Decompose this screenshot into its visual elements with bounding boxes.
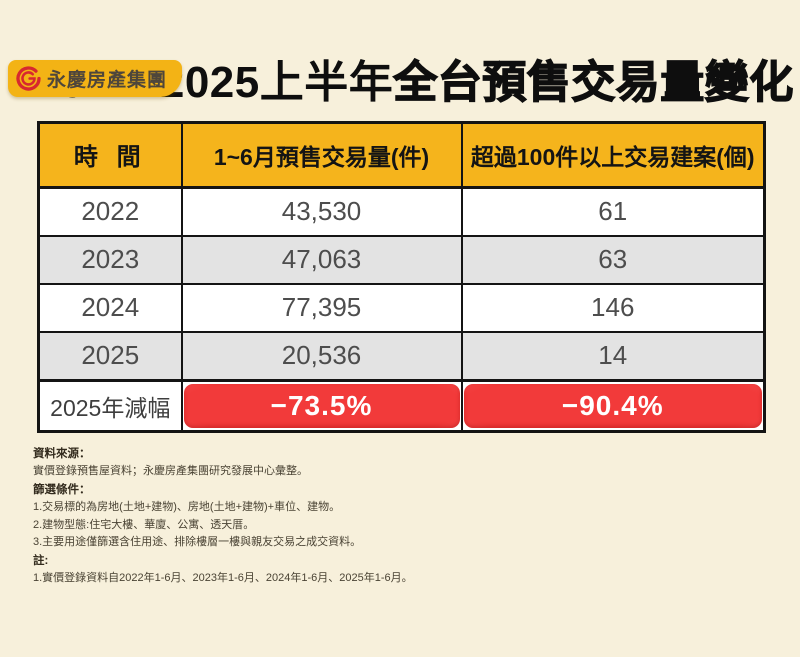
note-label: 註: bbox=[33, 554, 49, 567]
header-time: 時 間 bbox=[37, 121, 183, 189]
filter-label: 篩選條件： bbox=[33, 483, 91, 496]
presale-volume-table: 時 間 1~6月預售交易量(件) 超過100件以上交易建案(個) 2022 43… bbox=[37, 120, 766, 433]
source-label: 資料來源： bbox=[33, 447, 91, 460]
note-item: 1.實價登錄資料自2022年1-6月、2023年1-6月、2024年1-6月、2… bbox=[33, 572, 413, 585]
cell-projects: 63 bbox=[460, 234, 766, 285]
summary-volume-cell: −73.5% bbox=[180, 378, 463, 433]
filter-item: 3.主要用途僅篩選含住用途、排除樓層一樓與親友交易之成交資料。 bbox=[33, 536, 362, 549]
source-text: 實價登錄預售屋資料；永慶房產集團研究發展中心彙整。 bbox=[33, 465, 308, 478]
table-body: 2022 43,530 61 2023 47,063 63 2024 77,39… bbox=[37, 186, 766, 433]
cell-year: 2022 bbox=[37, 186, 183, 237]
table-row-2024: 2024 77,395 146 bbox=[37, 282, 766, 333]
table-row-2025: 2025 20,536 14 bbox=[37, 330, 766, 382]
summary-projects-cell: −90.4% bbox=[460, 378, 766, 433]
yungching-spiral-logo-icon bbox=[16, 66, 41, 91]
footnotes: 資料來源： 實價登錄預售屋資料；永慶房產集團研究發展中心彙整。 篩選條件： 1.… bbox=[33, 446, 800, 588]
cell-volume: 43,530 bbox=[180, 186, 463, 237]
cell-projects: 14 bbox=[460, 330, 766, 382]
page-title: 2022–2025上半年全台預售交易量變化 bbox=[35, 57, 800, 110]
header-volume: 1~6月預售交易量(件) bbox=[180, 121, 463, 189]
title-emphasis: 全台預售交易量變化 bbox=[393, 57, 794, 107]
cell-year: 2024 bbox=[37, 282, 183, 333]
cell-projects: 146 bbox=[460, 282, 766, 333]
cell-volume: 77,395 bbox=[180, 282, 463, 333]
table-header-row: 時 間 1~6月預售交易量(件) 超過100件以上交易建案(個) bbox=[37, 121, 766, 189]
brand-name: 永慶房產集團 bbox=[47, 70, 168, 91]
header-projects: 超過100件以上交易建案(個) bbox=[460, 121, 766, 189]
infographic-canvas: { "brand": { "name": "永慶房產集團" }, "title"… bbox=[0, 57, 800, 657]
cell-volume: 47,063 bbox=[180, 234, 463, 285]
table-header: 時 間 1~6月預售交易量(件) 超過100件以上交易建案(個) bbox=[37, 121, 766, 189]
cell-year: 2023 bbox=[37, 234, 183, 285]
brand-badge: 永慶房產集團 bbox=[8, 60, 182, 97]
summary-label: 2025年減幅 bbox=[37, 378, 183, 433]
cell-year: 2025 bbox=[37, 330, 183, 382]
table-row-summary: 2025年減幅 −73.5% −90.4% bbox=[37, 378, 766, 433]
table-row-2022: 2022 43,530 61 bbox=[37, 186, 766, 237]
cell-volume: 20,536 bbox=[180, 330, 463, 382]
table-row-2023: 2023 47,063 63 bbox=[37, 234, 766, 285]
cell-projects: 61 bbox=[460, 186, 766, 237]
projects-decline-badge: −90.4% bbox=[463, 383, 762, 428]
filter-item: 1.交易標的為房地(土地+建物)、房地(土地+建物)+車位、建物。 bbox=[33, 501, 341, 514]
volume-decline-badge: −73.5% bbox=[183, 383, 460, 428]
filter-item: 2.建物型態:住宅大樓、華廈、公寓、透天厝。 bbox=[33, 518, 255, 531]
